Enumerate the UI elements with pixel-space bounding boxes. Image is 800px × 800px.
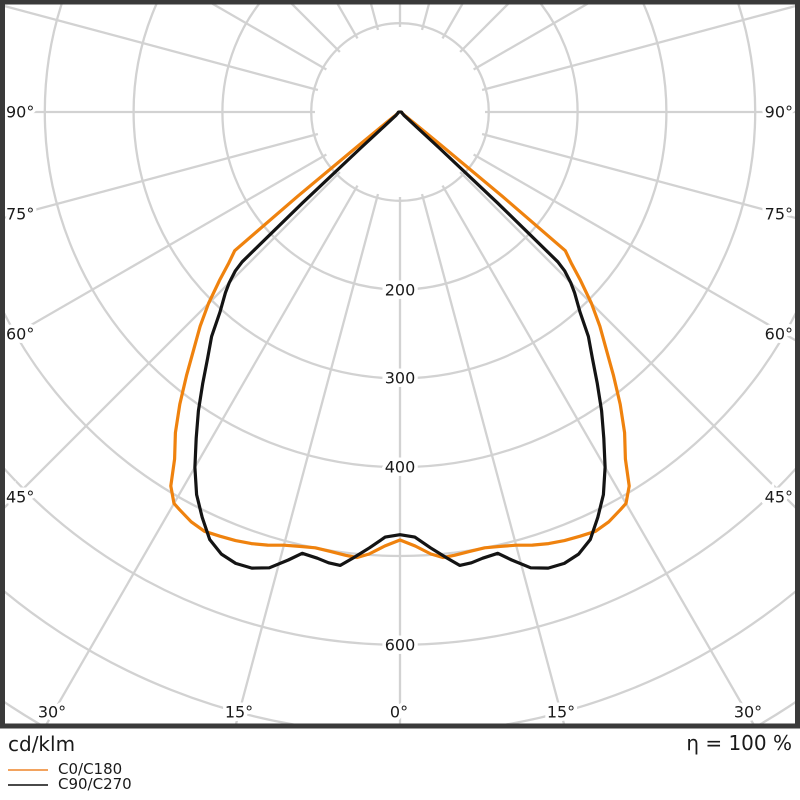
plot-frame <box>0 0 800 729</box>
legend-label-c0-c180: C0/C180 <box>58 760 123 778</box>
angle-label-45deg: 45° <box>6 488 34 507</box>
angle-label-30deg: 30° <box>38 703 66 722</box>
legend-line-c90-c270 <box>8 783 48 786</box>
grid-spoke-60deg <box>473 153 796 342</box>
grid-spoke-285deg <box>5 132 319 220</box>
grid-spoke-315deg <box>5 171 341 509</box>
grid-spoke-75deg <box>481 132 796 220</box>
light-output-ratio-label: η = 100 % <box>686 731 792 755</box>
angle-label-30deg: 30° <box>734 703 762 722</box>
radial-label-200: 200 <box>385 281 416 300</box>
grid-spoke-15deg <box>420 193 566 724</box>
angle-label-0deg: 0° <box>390 703 408 722</box>
legend-label-c90-c270: C90/C270 <box>58 775 132 793</box>
legend-item-c0-c180: C0/C180 <box>8 762 132 777</box>
angle-label-60deg: 60° <box>6 325 34 344</box>
radial-label-300: 300 <box>385 369 416 388</box>
curve-c90-c270 <box>193 110 607 570</box>
units-label: cd/klm <box>8 732 76 756</box>
grid-spoke-255deg <box>5 4 319 92</box>
angle-label-60deg: 60° <box>765 325 793 344</box>
grid-spoke-330deg <box>45 185 359 724</box>
angle-label-15deg: 15° <box>547 703 575 722</box>
legend-line-c0-c180 <box>8 768 48 771</box>
grid-spoke-345deg <box>234 193 380 724</box>
legend: C0/C180 C90/C270 <box>8 762 132 792</box>
grid-spoke-45deg <box>459 171 796 510</box>
grid-spoke-30deg <box>441 185 755 724</box>
grid-spoke-300deg <box>5 153 327 342</box>
curve-c0-c180 <box>169 110 631 560</box>
legend-item-c90-c270: C90/C270 <box>8 777 132 792</box>
angle-label-90deg: 90° <box>765 103 793 122</box>
angle-label-75deg: 75° <box>6 205 34 224</box>
radial-label-600: 600 <box>385 636 416 655</box>
angle-label-75deg: 75° <box>765 205 793 224</box>
angle-label-90deg: 90° <box>6 103 34 122</box>
angle-label-15deg: 15° <box>225 703 253 722</box>
angle-label-45deg: 45° <box>765 488 793 507</box>
grid-spoke-105deg <box>481 4 796 92</box>
radial-label-400: 400 <box>385 458 416 477</box>
